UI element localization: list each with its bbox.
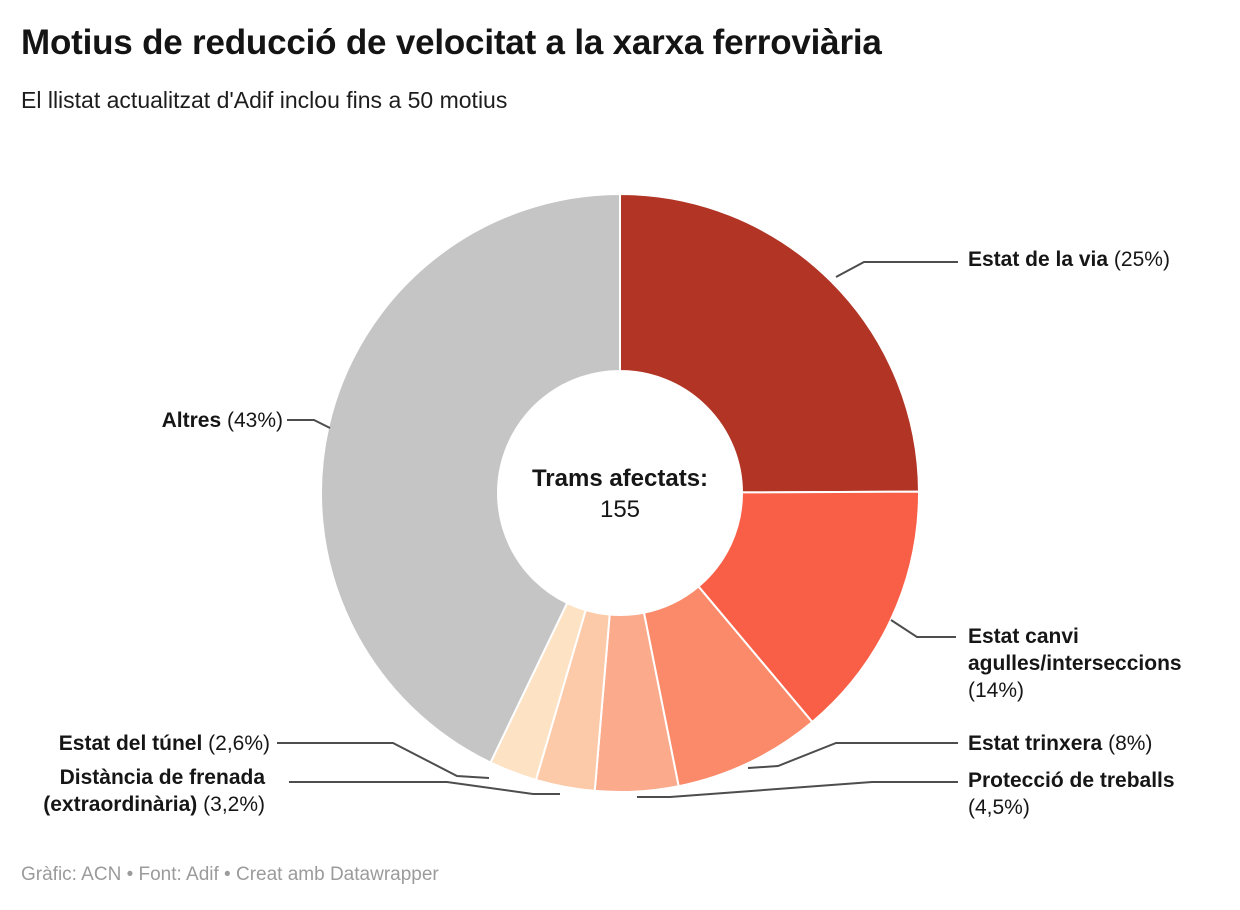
donut-segment-6[interactable] — [320, 193, 621, 764]
segment-label-proteccio-de-treballs: Protecció de treballs (4,5%) — [968, 767, 1213, 821]
label-pct: (14%) — [968, 679, 1025, 702]
segment-label-estat-trinxera: Estat trinxera (8%) — [968, 730, 1152, 757]
leader-line-1 — [890, 619, 956, 638]
label-pct: (25%) — [1113, 248, 1170, 271]
label-name: Altres — [161, 409, 222, 432]
leader-line-2 — [747, 742, 958, 769]
center-label-value: 155 — [599, 496, 641, 523]
leader-line-3 — [637, 781, 958, 798]
label-pct: (8%) — [1108, 732, 1153, 755]
center-label-title: Trams afectats: — [531, 465, 709, 492]
label-pct: (3,2%) — [203, 793, 265, 816]
label-name: Estat trinxera — [968, 732, 1103, 755]
chart-title: Motius de reducció de velocitat a la xar… — [21, 23, 882, 62]
leader-line-6 — [287, 419, 331, 429]
chart-footer-credits: Gràfic: ACN • Font: Adif • Creat amb Dat… — [21, 864, 439, 885]
leader-line-0 — [835, 261, 958, 278]
segment-label-estat-de-la-via: Estat de la via (25%) — [968, 246, 1170, 273]
label-pct: (4,5%) — [968, 796, 1030, 819]
chart-header: Motius de reducció de velocitat a la xar… — [21, 22, 1221, 114]
label-name: Estat canvi agulles/interseccions — [968, 625, 1182, 675]
label-name: Estat de la via — [968, 248, 1109, 271]
donut-center-label: Trams afectats: 155 — [500, 463, 740, 525]
label-pct: (2,6%) — [208, 732, 270, 755]
chart-subtitle: El llistat actualitzat d'Adif inclou fin… — [21, 87, 508, 113]
label-name: Protecció de treballs — [968, 769, 1175, 792]
segment-label-altres: Altres (43%) — [162, 407, 283, 434]
label-name: Estat del túnel — [58, 732, 203, 755]
leader-line-4 — [289, 781, 560, 795]
label-name: Distància de frenada (extraordinària) — [43, 766, 265, 816]
donut-segment-1[interactable] — [697, 490, 921, 723]
segment-label-estat-canvi-agulles: Estat canvi agulles/interseccions (14%) — [968, 623, 1208, 704]
leader-line-5 — [277, 742, 490, 779]
label-pct: (43%) — [226, 409, 283, 432]
segment-label-estat-del-tunel: Estat del túnel (2,6%) — [59, 730, 270, 757]
segment-label-distancia-de-frenada: Distància de frenada (extraordinària) (3… — [15, 764, 265, 818]
donut-segment-0[interactable] — [619, 193, 920, 494]
